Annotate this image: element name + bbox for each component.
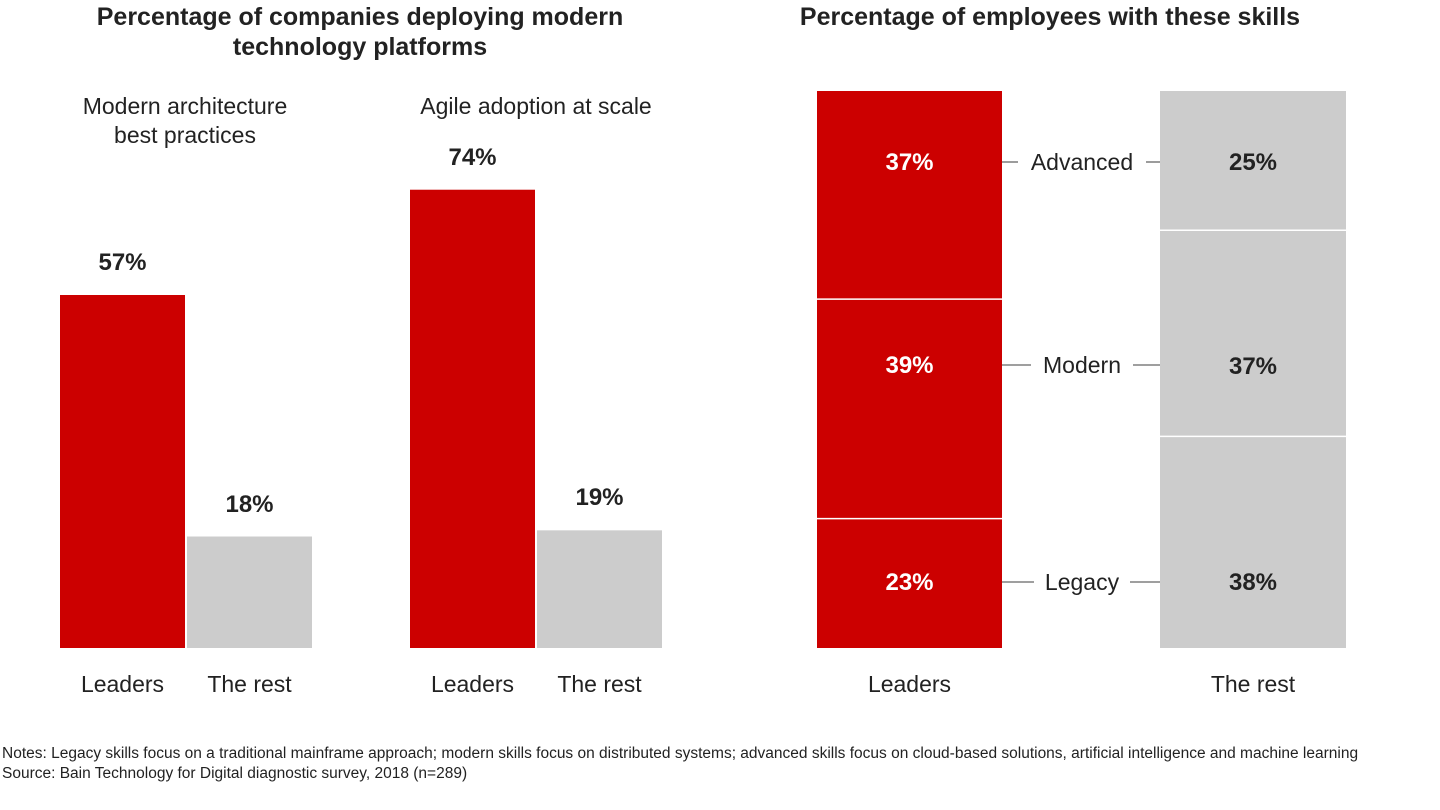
chart1-bar-leaders [60,295,185,648]
stacked-value-label: 37% [1228,353,1278,380]
right-chart-title: Percentage of employees with these skill… [799,3,1301,31]
chart1-value-label: 57% [98,249,147,276]
chart2-value-label: 19% [575,484,624,512]
segment-label-advanced: Advanced [1030,149,1134,175]
stacked-value-label: 37% [885,149,934,176]
stacked-segment-advanced-leaders [817,91,1002,300]
chart1-subtitle: Modern architecture best practices [40,92,330,150]
stacked-value-label: 39% [885,352,934,379]
left-chart-title-line2: technology platforms [232,33,488,61]
stacked-category-label: The rest [1210,671,1296,697]
chart2-subtitle: Agile adoption at scale [420,93,652,119]
left-chart-title: Percentage of companies deploying modern… [40,2,680,62]
segment-label-modern: Modern [1043,352,1121,378]
chart1-subtitle-line1: Modern architecture [82,93,288,119]
stacked-value-label: 38% [1228,569,1278,596]
stacked-category-label: Leaders [867,671,952,697]
chart2-bar-leaders [410,189,535,648]
stacked-segment-legacy-the-rest [1160,436,1346,648]
stacked-value-label: 23% [885,569,934,596]
left-chart-title-line1: Percentage of companies deploying modern [96,3,624,31]
chart1-subtitle-line2: best practices [114,122,256,148]
stacked-segment-modern-leaders [817,299,1002,519]
chart1-value-label: 18% [225,490,274,518]
chart2-category-label: Leaders [430,671,515,697]
chart1-category-label: Leaders [80,671,165,697]
stacked-segment-legacy-leaders [817,518,1002,648]
segment-label-legacy: Legacy [1044,569,1120,595]
chart1-bar-the-rest [187,536,312,648]
stacked-segment-advanced-the-rest [1160,91,1346,231]
chart2-value-label: 74% [448,143,497,171]
footnotes: Notes: Legacy skills focus on a traditio… [2,744,1422,784]
chart2-bar-the-rest [537,530,662,648]
source-text: Source: Bain Technology for Digital diag… [2,765,468,782]
notes-text: Notes: Legacy skills focus on a traditio… [2,745,1359,762]
stacked-segment-modern-the-rest [1160,230,1346,437]
stacked-value-label: 25% [1228,149,1278,176]
chart1-category-label: The rest [207,671,292,697]
chart2-category-label: The rest [557,671,642,697]
